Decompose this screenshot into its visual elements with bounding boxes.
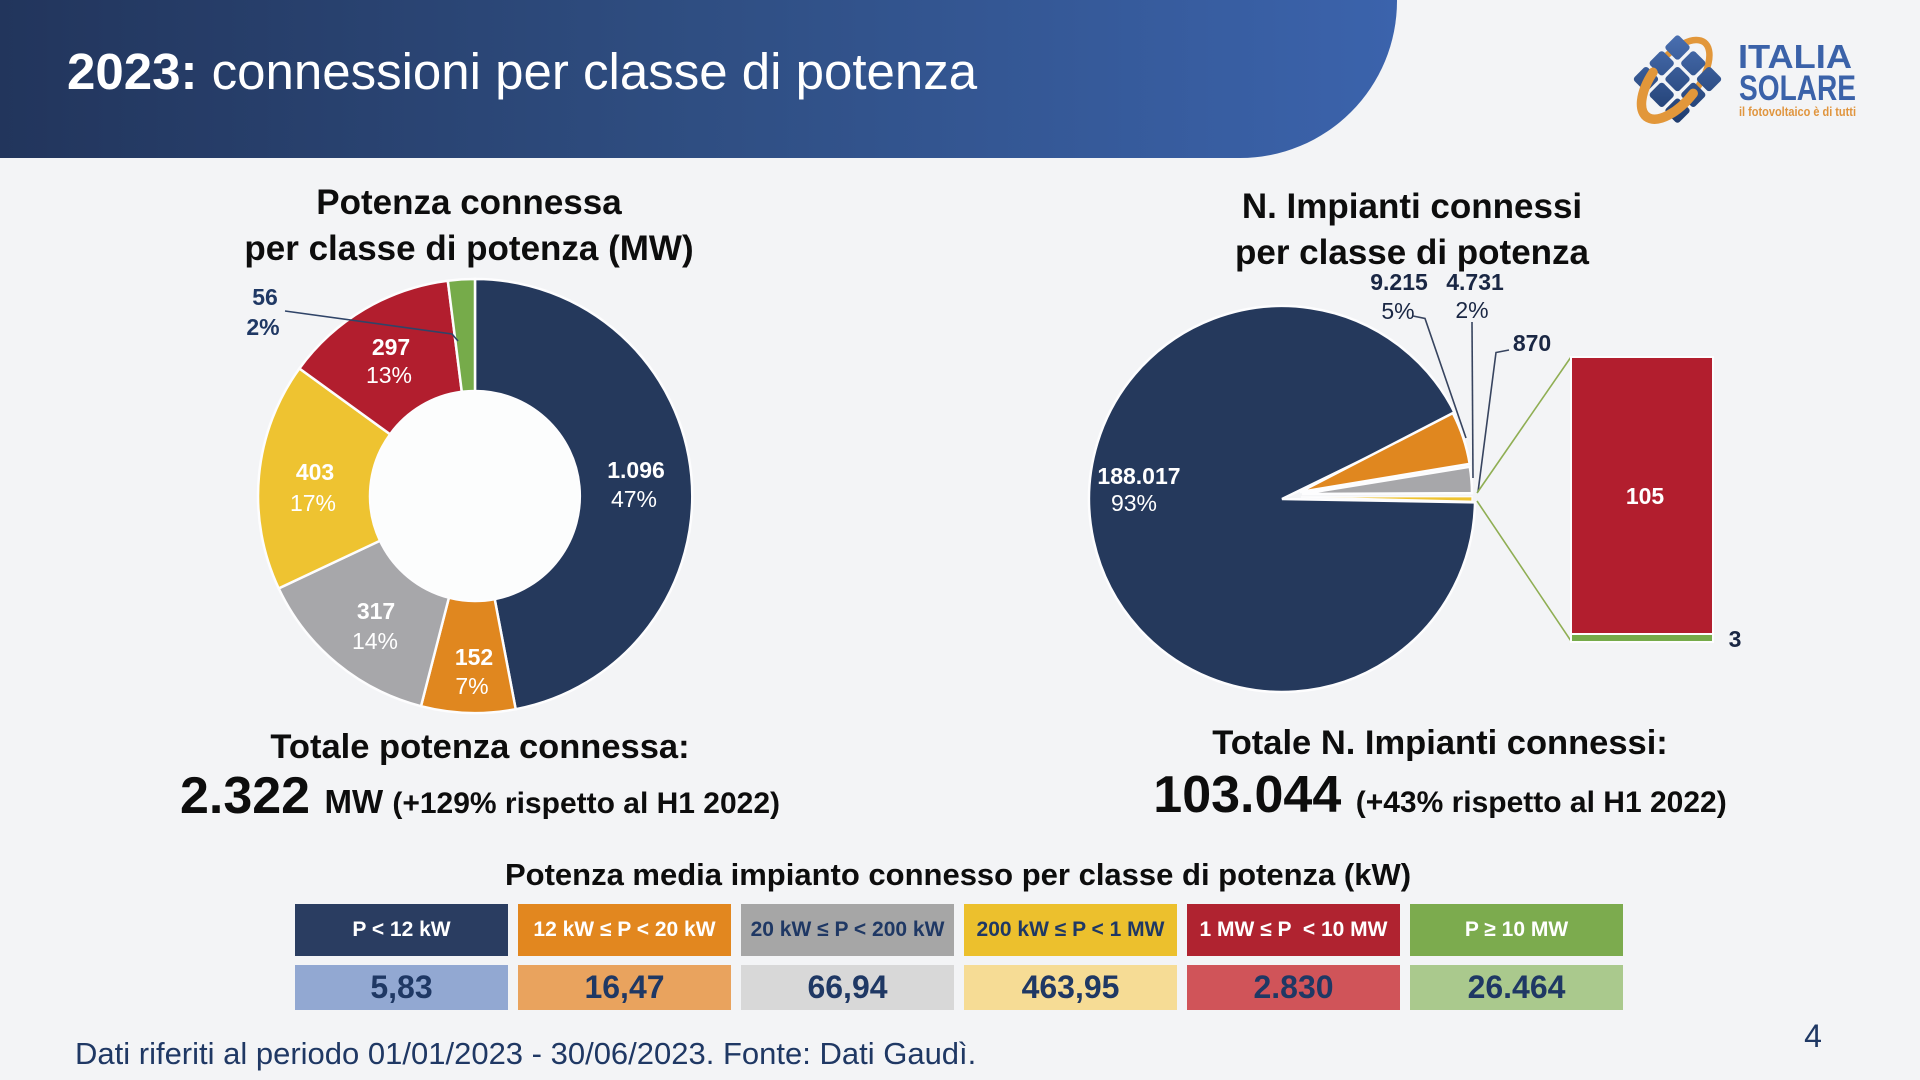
svg-text:5%: 5% — [1381, 298, 1414, 324]
svg-text:7%: 7% — [455, 673, 488, 699]
svg-text:3: 3 — [1729, 626, 1742, 652]
svg-text:188.017: 188.017 — [1097, 463, 1180, 489]
svg-text:2%: 2% — [246, 314, 279, 340]
svg-text:2%: 2% — [1455, 297, 1488, 323]
svg-text:93%: 93% — [1111, 490, 1157, 516]
svg-text:17%: 17% — [290, 490, 336, 516]
svg-text:297: 297 — [372, 334, 410, 360]
svg-text:1.096: 1.096 — [607, 457, 665, 483]
svg-text:4.731: 4.731 — [1446, 269, 1504, 295]
svg-text:14%: 14% — [352, 628, 398, 654]
svg-text:870: 870 — [1513, 330, 1551, 356]
svg-text:152: 152 — [455, 644, 493, 670]
svg-text:403: 403 — [296, 459, 334, 485]
svg-text:105: 105 — [1626, 483, 1665, 509]
svg-text:13%: 13% — [366, 362, 412, 388]
svg-text:SOLARE: SOLARE — [1739, 69, 1856, 108]
svg-text:9.215: 9.215 — [1370, 269, 1428, 295]
svg-text:317: 317 — [357, 598, 395, 624]
svg-text:56: 56 — [252, 284, 278, 310]
svg-text:il fotovoltaico è di tutti: il fotovoltaico è di tutti — [1739, 104, 1856, 119]
svg-text:47%: 47% — [611, 486, 657, 512]
svg-text:ITALIA: ITALIA — [1738, 38, 1852, 75]
